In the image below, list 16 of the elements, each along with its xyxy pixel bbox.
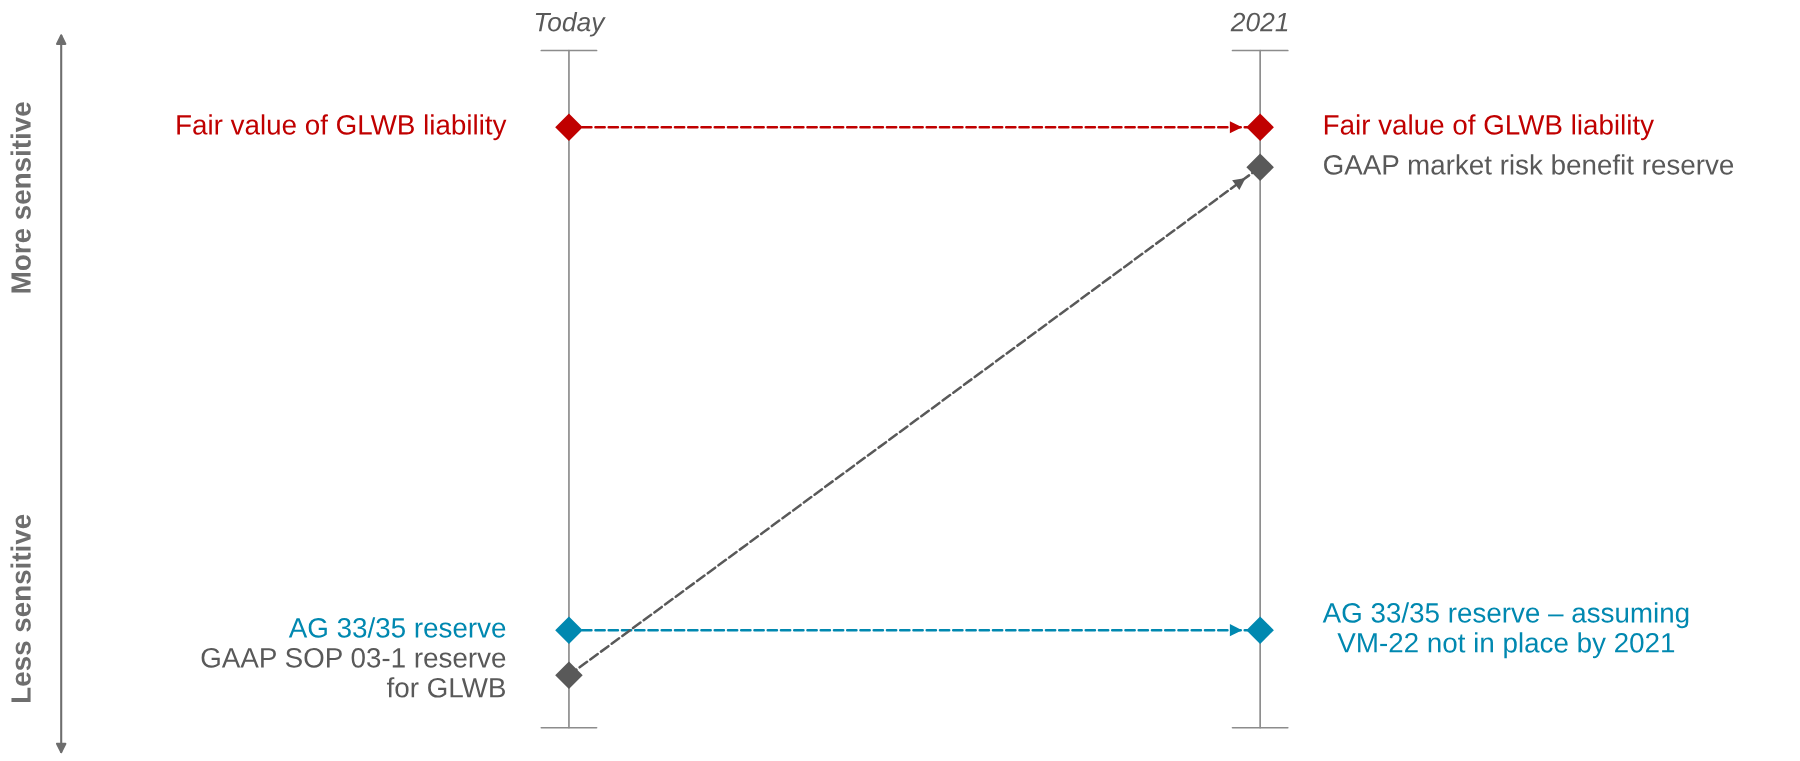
x-tick-label: Today <box>535 12 606 37</box>
text: Less sensitive <box>10 514 31 702</box>
point <box>1246 616 1274 644</box>
annotation: AG 33/35 reserve – assuming VM-22 not in place by 2021 <box>1322 602 1689 659</box>
annotation: Fair value of GLWB liability <box>177 114 507 141</box>
point <box>555 661 583 689</box>
annotation: GAAP market risk benefit reserve <box>1324 154 1734 175</box>
point <box>555 113 583 141</box>
x-tick-label: 2021 <box>1230 12 1288 32</box>
annotation: GAAP SOP 03-1 reserve for GLWB <box>201 647 506 698</box>
annotation: Fair value of GLWB liability <box>1324 114 1654 141</box>
annotation: AG 33/35 reserve <box>288 617 506 638</box>
point <box>1246 113 1274 141</box>
point <box>1246 153 1274 181</box>
point <box>555 616 583 644</box>
text: More sensitive <box>10 102 31 293</box>
